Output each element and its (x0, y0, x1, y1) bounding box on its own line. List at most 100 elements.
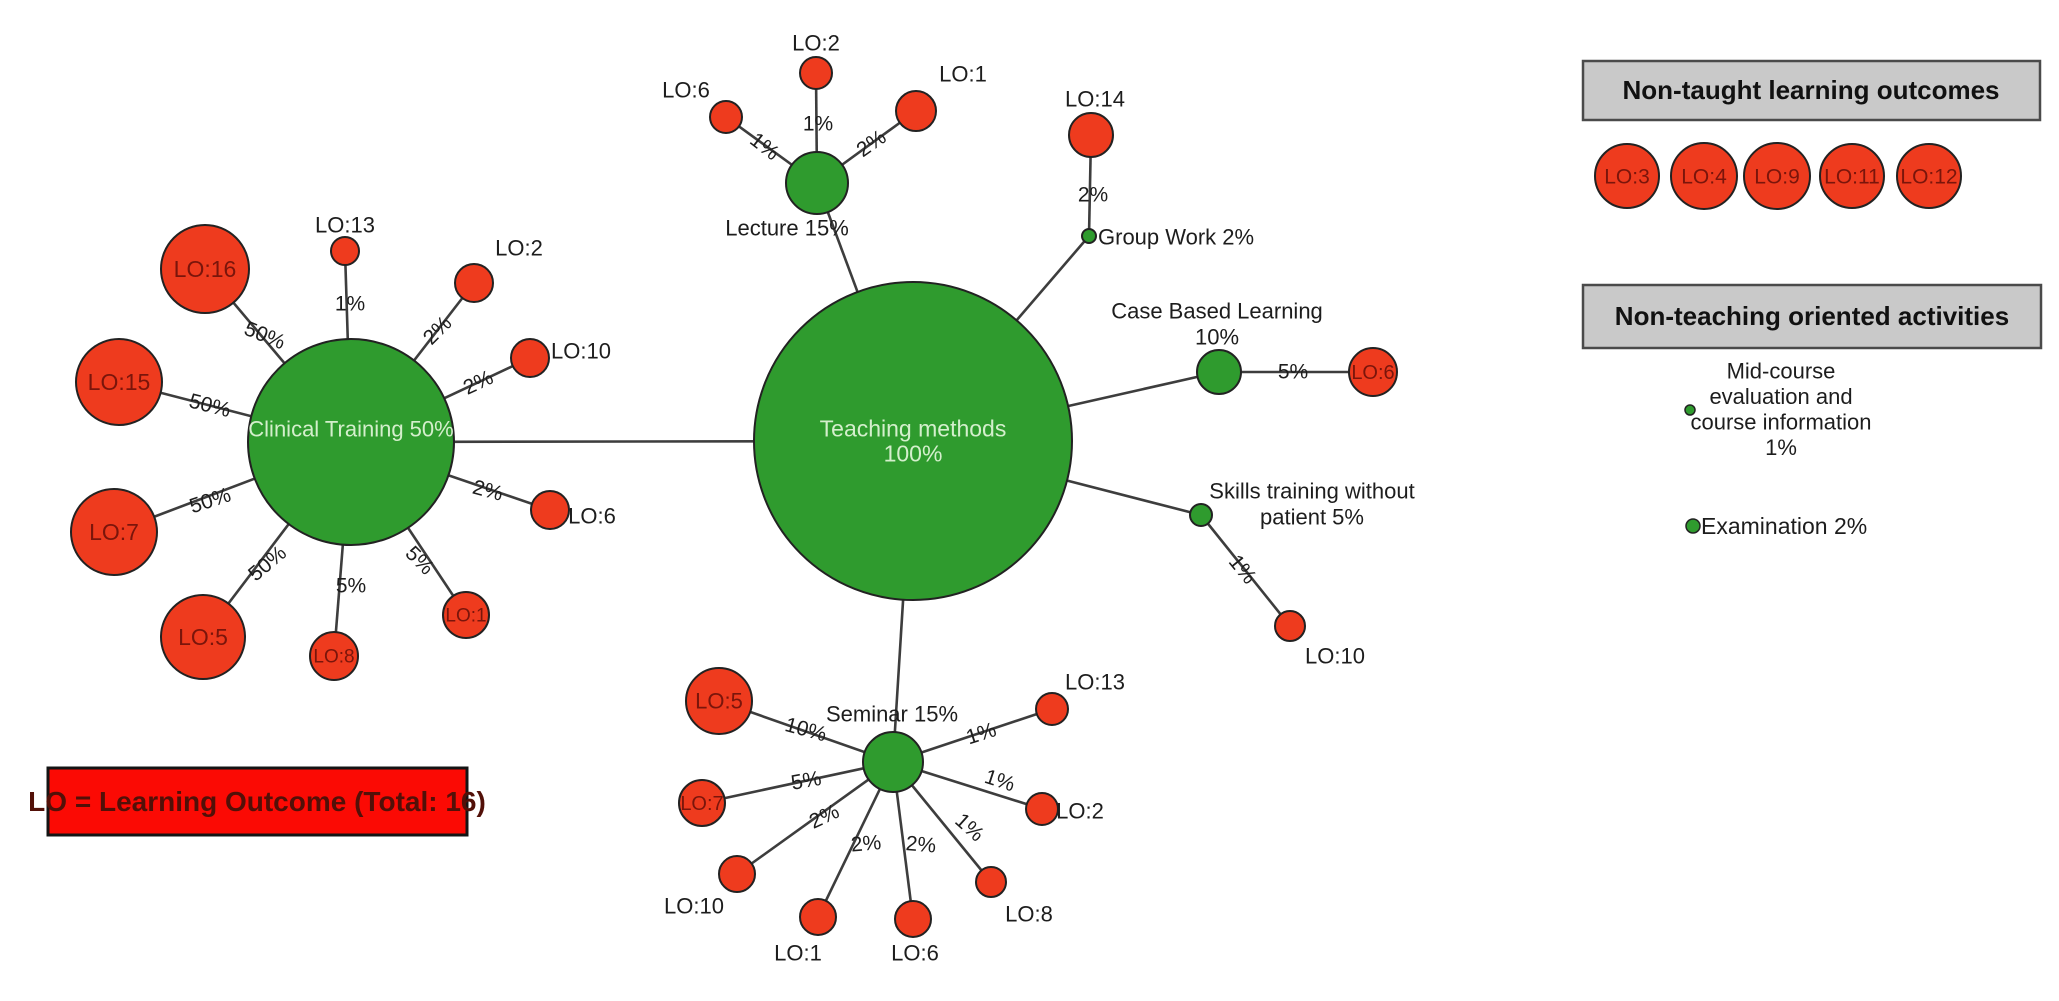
edge-label-clinical-c7: 50% (187, 483, 234, 518)
node-se6 (894, 900, 932, 938)
node-seminar (862, 731, 924, 793)
node-se7 (678, 779, 726, 827)
legend-lo-circle-1 (1594, 143, 1660, 209)
node-label-g14: LO:14 (1065, 87, 1125, 112)
node-c1 (442, 591, 490, 639)
node-cbl (1196, 349, 1242, 395)
node-c2 (454, 263, 494, 303)
node-groupwork (1081, 228, 1097, 244)
node-label-groupwork: Group Work 2% (1098, 225, 1254, 250)
node-label-l6: LO:6 (662, 78, 710, 103)
node-label-c13: LO:13 (315, 213, 375, 238)
node-inside-label-c8: LO:8 (313, 647, 354, 668)
node-label-se2: LO:2 (1056, 799, 1104, 824)
non-taught-legend-title: Non-taught learning outcomes (1623, 75, 2000, 105)
node-label-l1: LO:1 (939, 62, 987, 87)
note-box (46, 766, 469, 837)
edge-label-lecture-l2: 1% (803, 112, 833, 135)
edge-label-groupwork-g14: 2% (1078, 183, 1108, 206)
legend-lo-circle-2 (1670, 142, 1738, 210)
non-taught-legend-items: LO:3 LO:4 LO:9 LO:11 LO:12 (1594, 142, 1962, 210)
edge-label-clinical-c1: 5% (401, 542, 439, 580)
node-c5 (160, 594, 246, 680)
node-label-seminar: Seminar 15% (826, 702, 958, 727)
node-l1 (895, 90, 937, 132)
node-inside-label-se5: LO:5 (695, 689, 743, 714)
node-l6 (709, 100, 743, 134)
node-c16 (160, 224, 250, 314)
node-labels-layer: Teaching methods 100% Clinical Training 50… (88, 31, 1415, 966)
node-se8 (975, 866, 1007, 898)
node-label-c2: LO:2 (495, 236, 543, 261)
legend-lo-label-3: LO:9 (1754, 165, 1800, 188)
edge-skills-s10 (1199, 514, 1292, 627)
node-label-skills: Skills training without patient 5% (1209, 479, 1414, 530)
note-text: LO = Learning Outcome (Total: 16) (28, 786, 486, 817)
legend-non-taught: Non-taught learning outcomes LO:3 LO:4 LO:… (1581, 59, 2042, 210)
node-label-s10: LO:10 (1305, 644, 1365, 669)
node-c13 (330, 236, 360, 266)
edge-label-seminar-se7: 5% (789, 767, 823, 795)
legend-non-teaching: Non-teaching oriented activities Mid-cou… (1581, 283, 2043, 539)
node-inside-label-c1: LO:1 (445, 606, 486, 627)
node-label-se13: LO:13 (1065, 670, 1125, 695)
edge-seminar-se10 (736, 760, 894, 876)
nodes-layer (70, 56, 1398, 938)
node-inside-label-c15: LO:15 (88, 369, 151, 395)
node-inside-label-teaching: Teaching methods 100% (820, 416, 1007, 467)
edge-label-clinical-c5: 50% (244, 541, 291, 586)
edge-label-seminar-se13: 1% (963, 718, 999, 749)
node-label-cbl: Case Based Learning 10% (1111, 299, 1323, 350)
mid-course-label: Mid-course evaluation and course informati… (1691, 359, 1872, 461)
examination-dot (1685, 518, 1701, 534)
node-inside-label-c16: LO:16 (174, 256, 237, 282)
node-skills (1189, 503, 1213, 527)
node-se2 (1025, 792, 1059, 826)
legend-lo-circle-5 (1896, 143, 1962, 209)
edge-label-clinical-c2: 2% (419, 312, 457, 350)
node-inside-label-cb6: LO:6 (1351, 362, 1394, 384)
edge-label-clinical-c15: 50% (187, 390, 233, 422)
node-c6 (530, 490, 570, 530)
non-teaching-legend-box (1581, 283, 2043, 350)
node-label-se8: LO:8 (1005, 902, 1053, 927)
node-label-se1: LO:1 (774, 941, 822, 966)
node-label-se10: LO:10 (664, 894, 724, 919)
edge-label-clinical-c6: 2% (470, 476, 505, 506)
legend-lo-circle-4 (1819, 143, 1885, 209)
node-label-c6: LO:6 (568, 504, 616, 529)
node-label-lecture: Lecture 15% (725, 216, 849, 241)
edge-label-clinical-c13: 1% (335, 292, 365, 315)
node-l2 (799, 56, 833, 90)
edge-label-lecture-l1: 2% (852, 126, 890, 162)
edge-seminar-se7 (701, 760, 894, 805)
node-cb6 (1348, 347, 1398, 397)
node-g14 (1068, 112, 1114, 158)
edge-label-seminar-se1: 2% (850, 831, 882, 857)
examination-label: Examination 2% (1701, 513, 1867, 539)
node-se1 (799, 898, 837, 936)
note-legend: LO = Learning Outcome (Total: 16) (28, 766, 486, 837)
node-se13 (1035, 692, 1069, 726)
legend-lo-label-5: LO:12 (1900, 165, 1957, 188)
node-se10 (718, 855, 756, 893)
node-c7 (70, 488, 158, 576)
legend-lo-label-4: LO:11 (1824, 165, 1880, 188)
node-inside-label-c5: LO:5 (178, 624, 228, 650)
node-c8 (309, 631, 359, 681)
non-teaching-legend-title: Non-teaching oriented activities (1615, 301, 2009, 331)
node-c15 (75, 338, 163, 426)
edge-label-clinical-c10: 2% (460, 366, 497, 400)
edge-label-seminar-se5: 10% (783, 713, 830, 746)
edge-label-cbl-cb6: 5% (1278, 360, 1308, 383)
node-se5 (685, 667, 753, 735)
legend-lo-label-2: LO:4 (1681, 165, 1727, 188)
node-lecture (785, 151, 849, 215)
edge-label-seminar-se10: 2% (806, 800, 843, 834)
edge-label-seminar-se6: 2% (905, 832, 937, 858)
legend-lo-label-1: LO:3 (1604, 165, 1650, 188)
mid-course-item: Mid-course evaluation and course informati… (1684, 359, 1872, 461)
node-s10 (1274, 610, 1306, 642)
